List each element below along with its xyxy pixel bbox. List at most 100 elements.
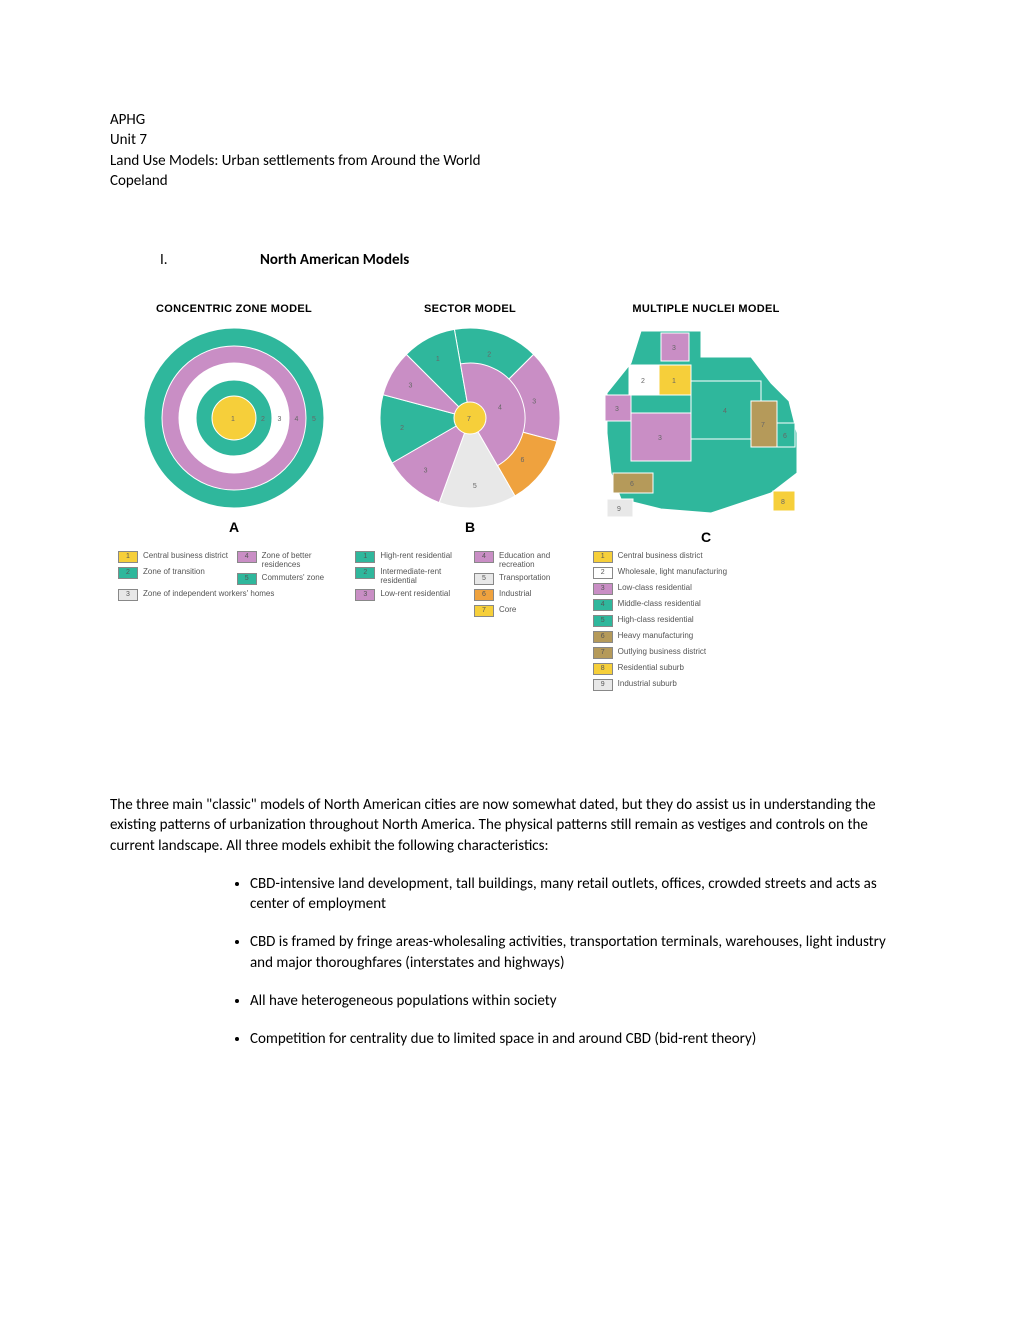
legend-nuclei: 1 Central business district 2 Wholesale, li… — [593, 551, 822, 695]
legend-item: 9Industrial suburb — [593, 679, 822, 691]
sector-letter: B — [352, 519, 588, 535]
section-heading: I. North American Models — [110, 251, 910, 269]
legend-swatch: 4 — [593, 599, 613, 611]
svg-text:2: 2 — [487, 352, 491, 359]
legend-swatch: 2 — [593, 567, 613, 579]
legend-swatch: 1 — [593, 551, 613, 563]
course-code: APHG — [110, 110, 910, 130]
nuclei-model: MULTIPLE NUCLEI MODEL 32134376698 C — [588, 303, 824, 545]
bullet-item: CBD is framed by fringe areas-wholesalin… — [250, 932, 910, 973]
concentric-model: CONCENTRIC ZONE MODEL 12345 A — [116, 303, 352, 535]
legend-label: Central business district — [143, 551, 228, 560]
legend-label: Commuters' zone — [262, 573, 324, 582]
legend-swatch: 9 — [593, 679, 613, 691]
document-page: APHG Unit 7 Land Use Models: Urban settl… — [0, 0, 1020, 1127]
unit-label: Unit 7 — [110, 130, 910, 150]
legend-item: 5 High-class residential — [593, 615, 822, 627]
legend-label: Zone of independent workers' homes — [143, 589, 274, 598]
legend-item: 2 Zone of transition — [118, 567, 229, 579]
legend-item: 4 Education and recreation — [474, 551, 585, 569]
svg-text:9: 9 — [617, 506, 621, 513]
legend-label: High-class residential — [618, 615, 694, 624]
doc-title: Land Use Models: Urban settlements from … — [110, 151, 910, 171]
doc-header: APHG Unit 7 Land Use Models: Urban settl… — [110, 110, 910, 191]
svg-text:2: 2 — [261, 416, 265, 423]
legend-item: 3 Low-class residential — [593, 583, 822, 595]
concentric-diagram: 12345 — [139, 323, 329, 513]
nuclei-diagram: 32134376698 — [601, 323, 811, 523]
legend-swatch: 3 — [593, 583, 613, 595]
legend-item: 2 Wholesale, light manufacturing — [593, 567, 822, 579]
legend-swatch: 1 — [355, 551, 375, 563]
bullet-item: All have heterogeneous populations withi… — [250, 991, 910, 1011]
models-figure: CONCENTRIC ZONE MODEL 1 2 3 4 5 A SECTOR MOD… — [110, 299, 830, 705]
legend-label: Wholesale, light manufacturing — [618, 567, 727, 576]
legend-label: Outlying business district — [618, 647, 706, 656]
bullet-item: CBD-intensive land development, tall bui… — [250, 874, 910, 915]
concentric-letter: A — [116, 519, 352, 535]
legends-row: 1 Central business district 2 Zone of trans… — [110, 545, 830, 705]
legend-label: Central business district — [618, 551, 703, 560]
svg-text:1: 1 — [436, 356, 440, 363]
legend-item: 5Transportation — [474, 573, 585, 585]
svg-text:2: 2 — [641, 378, 645, 385]
svg-text:6: 6 — [783, 433, 787, 440]
legend-item: 7 Outlying business district — [593, 647, 822, 659]
concentric-title: CONCENTRIC ZONE MODEL — [116, 303, 352, 315]
legend-label: Transportation — [499, 573, 550, 582]
legend-item: 7 Core — [474, 605, 585, 617]
svg-text:1: 1 — [672, 378, 676, 385]
svg-text:6: 6 — [630, 481, 634, 488]
legend-label: High-rent residential — [380, 551, 452, 560]
legend-item: 6 Industrial — [474, 589, 585, 601]
svg-text:3: 3 — [409, 382, 413, 389]
svg-text:3: 3 — [278, 416, 282, 423]
legend-label: Low-rent residential — [380, 589, 450, 598]
legend-item: 1 High-rent residential — [355, 551, 466, 563]
svg-text:7: 7 — [761, 422, 765, 429]
legend-swatch: 1 — [118, 551, 138, 563]
legend-swatch: 2 — [118, 567, 138, 579]
legend-item: 4Middle-class residential — [593, 599, 822, 611]
legend-swatch: 7 — [474, 605, 494, 617]
legend-label: Core — [499, 605, 516, 614]
legend-item: 8 Residential suburb — [593, 663, 822, 675]
sector-title: SECTOR MODEL — [352, 303, 588, 315]
legend-label: Low-class residential — [618, 583, 692, 592]
legend-swatch: 2 — [355, 567, 375, 579]
legend-item: 3Low-rent residential — [355, 589, 466, 601]
svg-text:3: 3 — [615, 406, 619, 413]
svg-text:3: 3 — [672, 345, 676, 352]
svg-text:3: 3 — [532, 399, 536, 406]
legend-swatch: 4 — [474, 551, 494, 563]
legend-label: Education and recreation — [499, 551, 585, 569]
svg-text:8: 8 — [781, 499, 785, 506]
sector-diagram: 2365323147 — [375, 323, 565, 513]
bullet-list: CBD-intensive land development, tall bui… — [110, 874, 910, 1050]
legend-swatch: 5 — [237, 573, 257, 585]
legend-swatch: 6 — [593, 631, 613, 643]
sector-model: SECTOR MODEL 2365323147 B — [352, 303, 588, 535]
legend-swatch: 7 — [593, 647, 613, 659]
bullet-item: Competition for centrality due to limite… — [250, 1029, 910, 1049]
legend-label: Residential suburb — [618, 663, 684, 672]
svg-text:6: 6 — [521, 457, 525, 464]
svg-text:4: 4 — [295, 416, 299, 423]
svg-text:3: 3 — [658, 435, 662, 442]
legend-item: 3 Zone of independent workers' homes — [118, 589, 347, 601]
legend-item: 4Zone of better residences — [237, 551, 348, 569]
legend-label: Intermediate-rent residential — [380, 567, 466, 585]
author-name: Copeland — [110, 171, 910, 191]
svg-text:3: 3 — [424, 468, 428, 475]
legend-label: Zone of transition — [143, 567, 205, 576]
legend-swatch: 8 — [593, 663, 613, 675]
svg-text:1: 1 — [231, 416, 235, 423]
legend-item: 1 Central business district — [593, 551, 822, 563]
legend-label: Industrial — [499, 589, 531, 598]
legend-swatch: 6 — [474, 589, 494, 601]
legend-item: 6Heavy manufacturing — [593, 631, 822, 643]
legend-swatch: 3 — [118, 589, 138, 601]
legend-item: 2 Intermediate-rent residential — [355, 567, 466, 585]
svg-text:2: 2 — [400, 425, 404, 432]
legend-swatch: 5 — [593, 615, 613, 627]
